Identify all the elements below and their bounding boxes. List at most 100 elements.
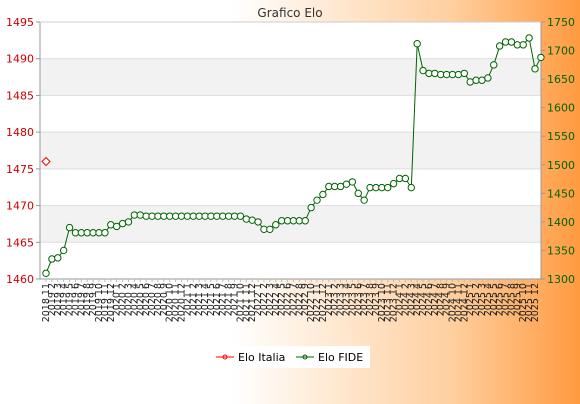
data-point-fide [101, 229, 109, 237]
x-axis-tick-label: 2024 10 [448, 283, 459, 322]
x-axis-tick-label: 2025 9 [512, 283, 523, 316]
data-point-fide [354, 189, 362, 198]
x-axis-tick-label: 2024 8 [436, 283, 447, 316]
data-point-fide [419, 66, 427, 75]
x-axis-tick-label: 2024 2 [400, 283, 411, 316]
x-axis-tick-label: 2023 4 [341, 283, 352, 316]
grid-band [40, 58, 541, 96]
x-axis-tick-label: 2022 4 [271, 283, 282, 316]
data-point-fide [301, 217, 309, 225]
x-axis-tick-label: 2023 7 [359, 283, 370, 316]
x-axis-tick-label: 2019 5 [65, 283, 76, 316]
x-axis-tick-label: 2018 11 [41, 283, 52, 322]
x-axis-tick-label: 2025 5 [489, 283, 500, 316]
x-axis-tick-label: 2022 1 [253, 283, 264, 316]
x-axis-tick-label: 2025 2 [471, 283, 482, 316]
x-axis-tick-label: 2019 6 [70, 283, 81, 316]
x-axis-tick-label: 2022 12 [318, 283, 329, 322]
x-axis-tick-label: 2019 3 [53, 283, 64, 316]
x-axis-tick-label: 2023 11 [383, 283, 394, 322]
x-axis-tick-label: 2024 1 [394, 283, 405, 316]
x-axis-tick-label: 2021 1 [182, 283, 193, 316]
x-axis-tick-label: 2020 11 [171, 283, 182, 322]
right-axis-tick-label: 1400 [547, 216, 575, 229]
x-axis-tick-label: 2020 5 [135, 283, 146, 316]
right-axis-tick-label: 1450 [547, 187, 575, 200]
x-axis-tick-label: 2023 2 [330, 283, 341, 316]
x-axis-tick-label: 2020 2 [118, 283, 129, 316]
right-axis-tick-label: 1500 [547, 159, 575, 172]
x-axis-tick-label: 2019 11 [100, 283, 111, 322]
x-axis-tick-label: 2021 7 [218, 283, 229, 316]
x-axis-tick-label: 2021 3 [194, 283, 205, 316]
data-point-fide [490, 61, 498, 69]
data-point-fide [48, 255, 56, 263]
x-axis-tick-label: 2021 2 [188, 283, 199, 316]
x-axis-tick-label: 2023 9 [371, 283, 382, 316]
data-point-fide [401, 174, 410, 183]
x-axis-tick-label: 2020 12 [177, 283, 188, 322]
right-axis-tick-label: 1750 [547, 16, 575, 29]
x-axis-tick-label: 2019 7 [76, 283, 87, 316]
x-axis-tick-label: 2023 1 [324, 283, 335, 316]
data-point-fide [454, 70, 463, 79]
data-point-fide [236, 212, 245, 220]
legend-marker-italia [222, 354, 228, 360]
x-axis-tick-label: 2019 2 [47, 283, 58, 316]
data-point-fide [112, 222, 121, 231]
data-point-fide [266, 225, 274, 234]
chart-title: Grafico Elo [257, 6, 322, 20]
data-point-fide [519, 41, 527, 49]
x-axis-tick-label: 2020 3 [123, 283, 134, 316]
x-axis-tick-label: 2019 12 [106, 283, 117, 322]
x-axis-tick-label: 2019 8 [82, 283, 93, 316]
x-axis-tick-label: 2025 12 [530, 283, 541, 322]
right-axis-tick-label: 1550 [547, 130, 575, 143]
x-axis-tick-label: 2024 12 [459, 283, 470, 322]
data-point-fide [319, 190, 327, 199]
left-axis-tick-label: 1495 [6, 16, 34, 29]
x-axis-tick-label: 2020 7 [147, 283, 158, 316]
data-point-fide [242, 215, 251, 223]
legend-label-italia: Elo Italia [238, 351, 285, 364]
data-point-fide [124, 218, 133, 226]
data-point-fide [484, 74, 492, 82]
x-axis-tick-label: 2023 6 [353, 283, 364, 316]
data-point-fide [254, 218, 262, 226]
x-axis-tick-label: 2024 4 [412, 283, 423, 316]
data-point-fide [531, 65, 539, 73]
x-axis-tick-label: 2020 9 [159, 283, 170, 316]
data-point-fide [407, 183, 415, 192]
x-axis-tick-label: 2024 9 [442, 283, 453, 316]
data-point-fide [54, 254, 62, 262]
x-axis-tick-label: 2024 6 [424, 283, 435, 316]
right-axis-tick-label: 1600 [547, 102, 575, 115]
legend-box [210, 346, 370, 368]
right-axis-tick-label: 1650 [547, 73, 575, 86]
x-axis-tick-label: 2023 10 [377, 283, 388, 322]
data-point-fide [495, 42, 504, 50]
left-axis-tick-label: 1490 [6, 53, 34, 66]
left-axis-tick-label: 1470 [6, 200, 34, 213]
data-point-fide [348, 178, 357, 186]
left-axis-tick-label: 1475 [6, 163, 34, 176]
x-axis-tick-label: 2025 1 [465, 283, 476, 316]
data-point-fide [59, 246, 68, 255]
x-axis-tick-label: 2023 5 [347, 283, 358, 316]
left-axis-tick-label: 1465 [6, 236, 34, 249]
data-point-fide [384, 183, 392, 192]
x-axis-tick-label: 2019 10 [94, 283, 105, 322]
data-point-fide [136, 211, 144, 219]
data-point-fide [360, 196, 368, 204]
x-axis-tick-label: 2022 2 [259, 283, 270, 316]
data-point-fide [525, 34, 533, 42]
x-axis-tick-label: 2020 10 [165, 283, 176, 322]
x-axis-tick-label: 2025 7 [501, 283, 512, 316]
x-axis-tick-label: 2020 6 [141, 283, 152, 316]
data-point-fide [431, 69, 439, 78]
x-axis-tick-label: 2021 6 [212, 283, 223, 316]
x-axis-tick-label: 2022 5 [277, 283, 288, 316]
left-axis-tick-label: 1485 [6, 89, 34, 102]
legend-marker-fide [302, 354, 308, 360]
x-axis-tick-label: 2025 4 [483, 283, 494, 316]
